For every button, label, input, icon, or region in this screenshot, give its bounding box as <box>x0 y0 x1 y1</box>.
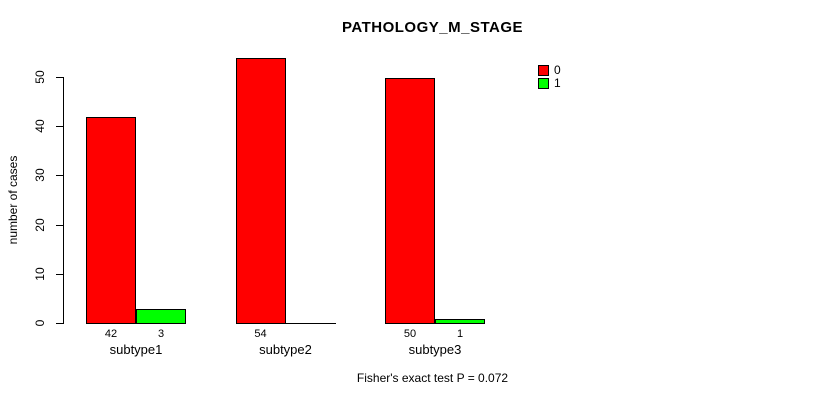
y-axis-tick <box>56 225 64 226</box>
y-axis-tick <box>56 175 64 176</box>
legend-label: 0 <box>554 63 561 77</box>
y-axis-line <box>63 77 64 324</box>
fisher-test-annotation: Fisher's exact test P = 0.072 <box>356 371 509 385</box>
category-label-subtype1: subtype1 <box>109 342 163 357</box>
y-axis-tick-label: 20 <box>33 218 47 232</box>
bar-subtype2-series-0 <box>235 58 286 324</box>
bar-count-label: 3 <box>157 328 165 340</box>
y-axis-tick-label: 40 <box>33 119 47 133</box>
legend-entry-0: 0 <box>538 64 561 76</box>
bar-count-label: 54 <box>254 328 267 340</box>
category-label-subtype2: subtype2 <box>259 342 312 357</box>
legend-entry-1: 1 <box>538 77 561 89</box>
y-axis-tick <box>56 323 64 324</box>
y-axis-tick-label: 0 <box>33 319 47 327</box>
y-axis-tick <box>56 126 64 127</box>
bar-subtype3-series-0 <box>385 78 435 324</box>
bar-count-label: 1 <box>456 328 464 340</box>
y-axis-tick-label: 30 <box>33 168 47 182</box>
bar-subtype2-series-1-zero-line <box>285 323 336 324</box>
category-label-subtype3: subtype3 <box>408 342 462 357</box>
chart-title: PATHOLOGY_M_STAGE <box>341 19 523 36</box>
legend-swatch-icon <box>538 77 549 89</box>
bar-subtype3-series-1 <box>435 319 485 324</box>
legend-label: 1 <box>554 76 561 90</box>
bar-count-label: 50 <box>403 328 417 340</box>
bar-subtype1-series-0 <box>86 117 136 324</box>
legend-swatch-icon <box>538 64 549 76</box>
y-axis-tick <box>56 77 64 78</box>
bar-subtype1-series-1 <box>136 309 186 324</box>
y-axis-tick-label: 50 <box>33 70 47 84</box>
y-axis-tick <box>56 274 64 275</box>
bar-count-label: 42 <box>104 328 118 340</box>
y-axis-tick-label: 10 <box>33 267 47 281</box>
